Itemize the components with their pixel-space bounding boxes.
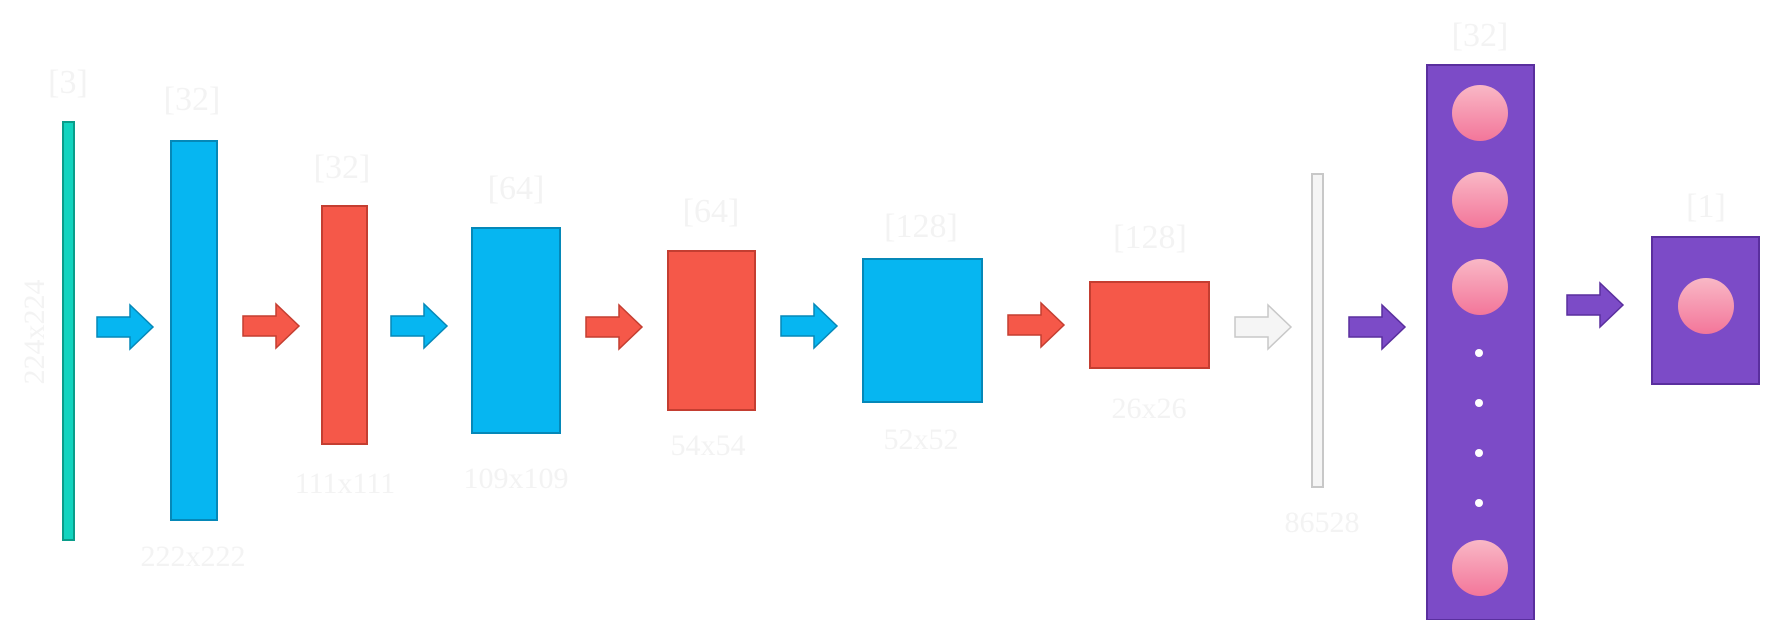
arrow-right-icon — [96, 303, 155, 351]
conv2-layer-block — [471, 227, 561, 434]
pool3-size-label: 26x26 — [1112, 392, 1187, 425]
pool1-size-label: 111x111 — [295, 467, 396, 500]
arrow-right-icon — [1234, 303, 1293, 351]
flatten-layer-block — [1311, 173, 1324, 488]
pool1-layer-block — [321, 205, 368, 445]
pool3-layer-block — [1089, 281, 1210, 369]
dense-layer-block — [1426, 64, 1535, 620]
flatten-size-label: 86528 — [1285, 506, 1360, 539]
arrow-right-icon — [780, 302, 839, 350]
conv3-layer-block — [862, 258, 983, 403]
output-neuron-circle — [1678, 278, 1734, 334]
arrow-right-icon — [242, 302, 301, 350]
input-channels-label: [3] — [48, 64, 88, 101]
input-size-label: 224x224 — [18, 280, 51, 385]
conv2-size-label: 109x109 — [464, 462, 569, 495]
pool2-channels-label: [64] — [683, 193, 740, 230]
neuron-circle — [1452, 259, 1508, 315]
arrow-right-icon — [1566, 281, 1625, 329]
arrow-right-icon — [390, 302, 449, 350]
arrow-right-icon — [1007, 301, 1066, 349]
neuron-circle — [1452, 172, 1508, 228]
arrow-right-icon — [1348, 303, 1407, 351]
pool3-channels-label: [128] — [1113, 219, 1187, 256]
output-units-label: [1] — [1686, 188, 1726, 225]
input-layer-block — [62, 121, 75, 541]
dense-units-label: [32] — [1452, 17, 1509, 54]
conv1-size-label: 222x222 — [141, 540, 246, 573]
ellipsis-dot — [1475, 349, 1483, 357]
conv1-channels-label: [32] — [164, 81, 221, 118]
arrow-right-icon — [585, 303, 644, 351]
conv2-channels-label: [64] — [488, 170, 545, 207]
conv3-channels-label: [128] — [884, 208, 958, 245]
conv1-layer-block — [170, 140, 218, 521]
ellipsis-dot — [1475, 499, 1483, 507]
neuron-circle — [1452, 85, 1508, 141]
ellipsis-dot — [1475, 449, 1483, 457]
pool2-size-label: 54x54 — [671, 429, 746, 462]
neuron-circle — [1452, 540, 1508, 596]
pool2-layer-block — [667, 250, 756, 411]
conv3-size-label: 52x52 — [884, 423, 959, 456]
pool1-channels-label: [32] — [314, 149, 371, 186]
ellipsis-dot — [1475, 399, 1483, 407]
